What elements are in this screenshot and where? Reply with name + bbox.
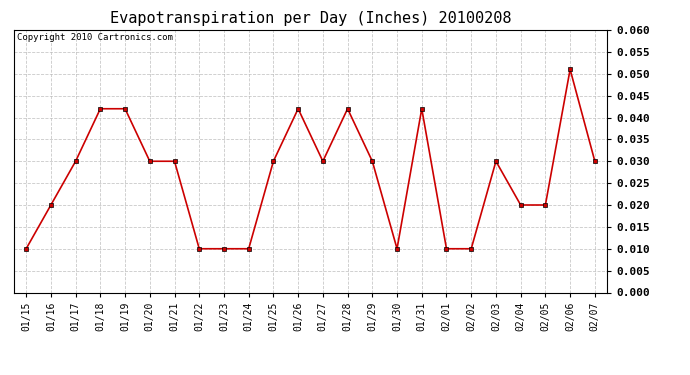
- Title: Evapotranspiration per Day (Inches) 20100208: Evapotranspiration per Day (Inches) 2010…: [110, 11, 511, 26]
- Text: Copyright 2010 Cartronics.com: Copyright 2010 Cartronics.com: [17, 33, 172, 42]
